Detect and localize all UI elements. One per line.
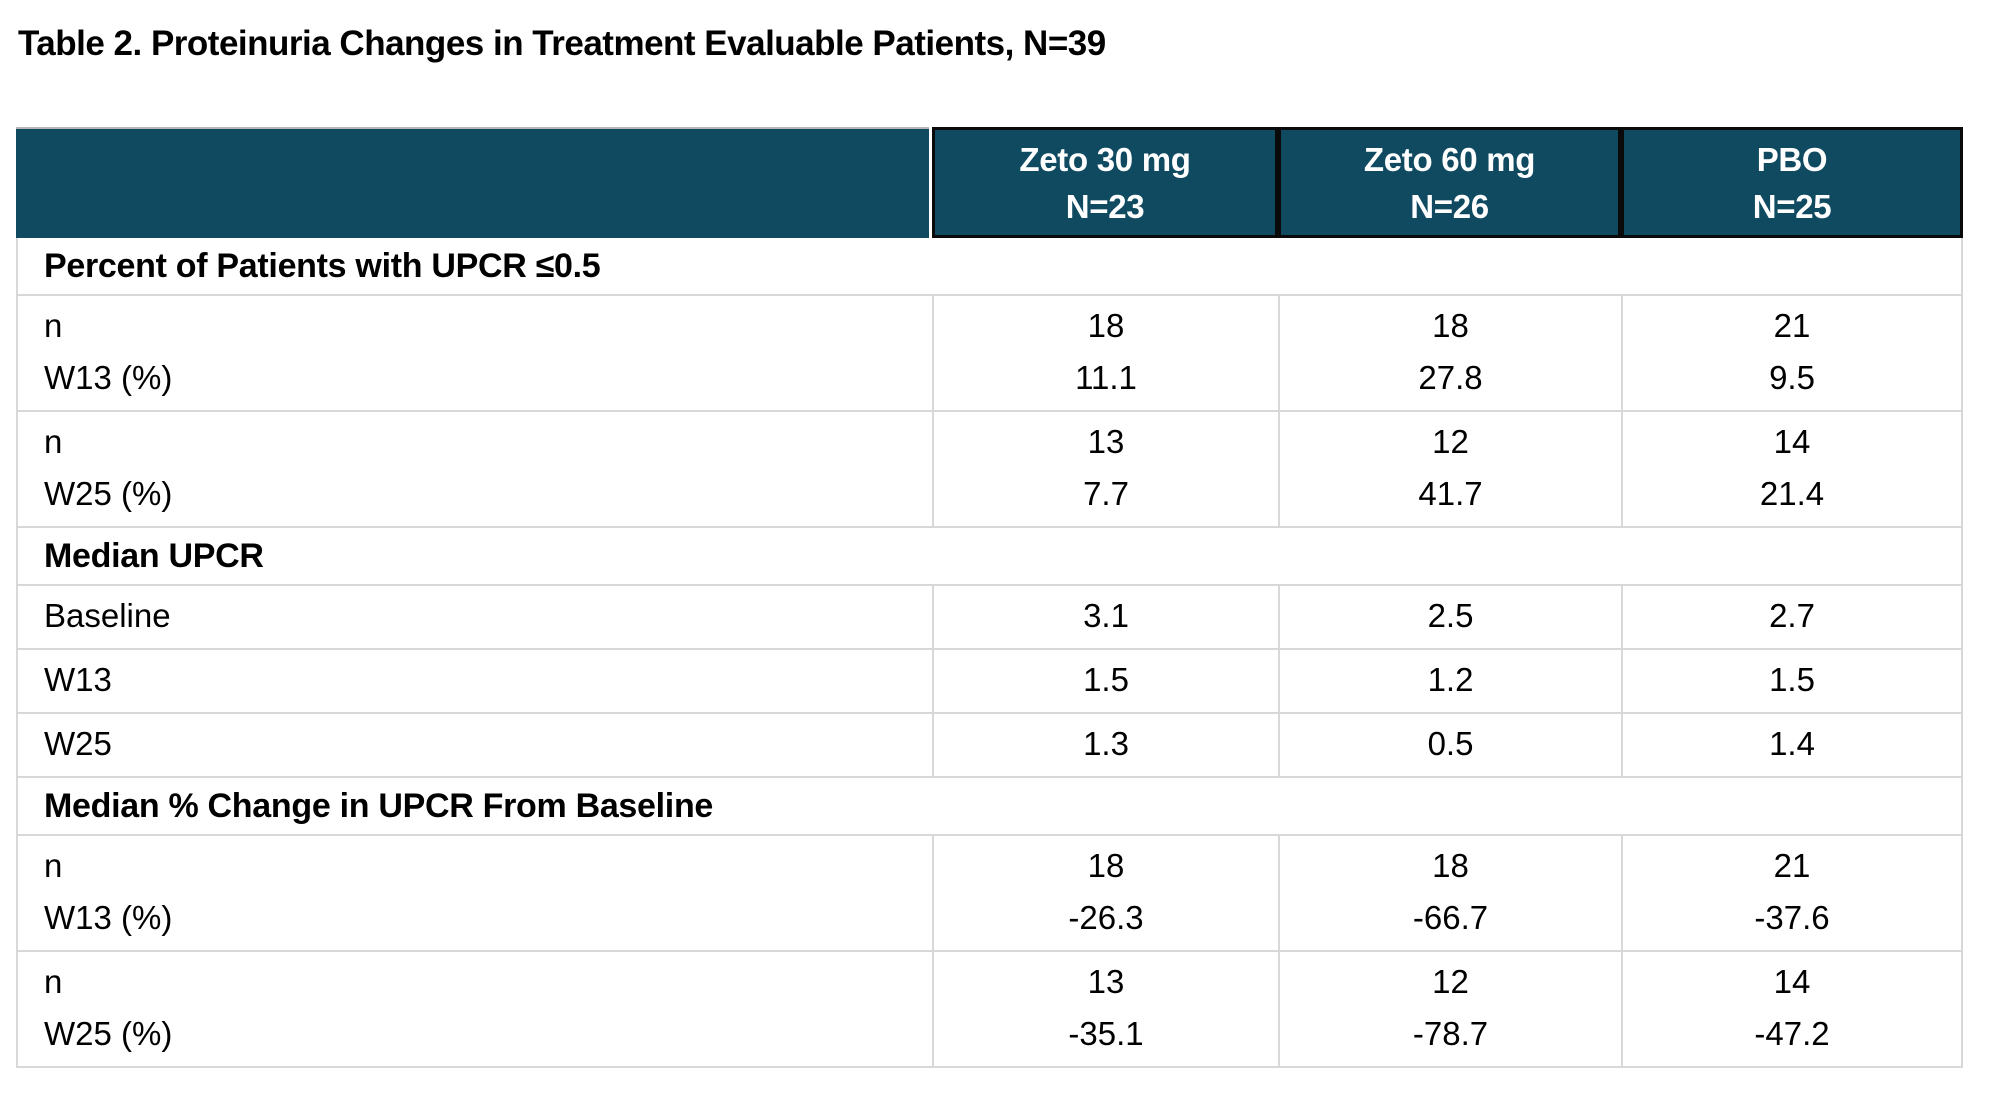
column-header-zeto-60mg: Zeto 60 mg N=26 (1278, 127, 1621, 238)
value-cell: 3.1 (932, 586, 1278, 650)
value-cell: 1.3 (932, 714, 1278, 778)
value-line: 1.4 (1769, 725, 1815, 762)
column-header-line1: Zeto 30 mg (1019, 140, 1191, 178)
value-line: 2.7 (1769, 597, 1815, 634)
value-line: 12 (1432, 963, 1469, 1000)
value-line: 1.5 (1083, 661, 1129, 698)
value-line: -37.6 (1754, 899, 1830, 936)
value-cell: 18 11.1 (932, 296, 1278, 412)
row-label-line: W25 (44, 725, 112, 762)
column-header-zeto-30mg: Zeto 30 mg N=23 (932, 127, 1278, 238)
row-label-line: W13 (%) (44, 359, 173, 396)
value-line: -47.2 (1754, 1015, 1830, 1052)
value-cell: 2.5 (1278, 586, 1621, 650)
row-label-line: W13 (%) (44, 899, 173, 936)
value-cell: 18 -26.3 (932, 836, 1278, 952)
value-line: 3.1 (1083, 597, 1129, 634)
column-header-line2: N=23 (1065, 187, 1145, 225)
value-cell: 12 41.7 (1278, 412, 1621, 528)
value-cell: 1.5 (932, 650, 1278, 714)
value-line: 18 (1432, 307, 1469, 344)
value-cell: 18 -66.7 (1278, 836, 1621, 952)
value-cell: 21 -37.6 (1621, 836, 1963, 952)
value-line: -66.7 (1412, 899, 1489, 936)
section-header: Median % Change in UPCR From Baseline (16, 778, 1963, 836)
column-header-blank (16, 127, 929, 238)
value-line: 41.7 (1418, 475, 1483, 512)
value-cell: 18 27.8 (1278, 296, 1621, 412)
value-line: 18 (1432, 847, 1469, 884)
value-line: 1.3 (1083, 725, 1129, 762)
value-cell: 12 -78.7 (1278, 952, 1621, 1068)
value-cell: 1.4 (1621, 714, 1963, 778)
value-cell: 21 9.5 (1621, 296, 1963, 412)
value-line: 7.7 (1083, 475, 1129, 512)
section-header: Percent of Patients with UPCR ≤0.5 (16, 238, 1963, 296)
row-label-line: n (44, 963, 63, 1000)
row-label: W13 (16, 650, 932, 714)
value-cell: 1.2 (1278, 650, 1621, 714)
column-header-line2: N=25 (1752, 187, 1832, 225)
row-label: n W25 (%) (16, 952, 932, 1068)
value-line: 21 (1773, 847, 1811, 884)
value-line: -35.1 (1068, 1015, 1144, 1052)
value-cell: 13 7.7 (932, 412, 1278, 528)
row-label-line: W25 (%) (44, 475, 173, 512)
value-line: 9.5 (1769, 359, 1815, 396)
row-label: Baseline (16, 586, 932, 650)
column-header-line1: PBO (1756, 140, 1828, 178)
value-line: 11.1 (1075, 359, 1137, 396)
value-cell: 2.7 (1621, 586, 1963, 650)
data-table: Zeto 30 mg N=23 Zeto 60 mg N=26 PBO N=25… (16, 127, 1963, 1068)
value-cell: 1.5 (1621, 650, 1963, 714)
row-label: n W13 (%) (16, 836, 932, 952)
row-label: W25 (16, 714, 932, 778)
row-label: n W13 (%) (16, 296, 932, 412)
value-line: 12 (1432, 423, 1469, 460)
section-header: Median UPCR (16, 528, 1963, 586)
value-line: 21.4 (1759, 475, 1825, 512)
value-line: -78.7 (1412, 1015, 1489, 1052)
value-line: 2.5 (1427, 597, 1474, 634)
value-line: 18 (1087, 307, 1125, 344)
row-label-line: n (44, 423, 63, 460)
value-line: 13 (1087, 423, 1125, 460)
value-line: 21 (1773, 307, 1811, 344)
value-cell: 14 -47.2 (1621, 952, 1963, 1068)
row-label-line: Baseline (44, 597, 171, 634)
row-label-line: n (44, 847, 63, 884)
value-cell: 13 -35.1 (932, 952, 1278, 1068)
value-line: 13 (1087, 963, 1125, 1000)
row-label-line: W25 (%) (44, 1015, 173, 1052)
value-line: 14 (1773, 423, 1811, 460)
column-header-line1: Zeto 60 mg (1363, 140, 1536, 178)
table-title: Table 2. Proteinuria Changes in Treatmen… (18, 24, 1106, 63)
row-label-line: W13 (44, 661, 112, 698)
value-line: 18 (1087, 847, 1125, 884)
value-line: 14 (1773, 963, 1811, 1000)
value-cell: 14 21.4 (1621, 412, 1963, 528)
value-cell: 0.5 (1278, 714, 1621, 778)
value-line: 27.8 (1418, 359, 1483, 396)
column-header-pbo: PBO N=25 (1621, 127, 1963, 238)
column-header-line2: N=26 (1410, 187, 1489, 225)
value-line: 1.5 (1769, 661, 1815, 698)
value-line: 0.5 (1427, 725, 1474, 762)
row-label: n W25 (%) (16, 412, 932, 528)
value-line: -26.3 (1068, 899, 1144, 936)
row-label-line: n (44, 307, 63, 344)
value-line: 1.2 (1427, 661, 1474, 698)
